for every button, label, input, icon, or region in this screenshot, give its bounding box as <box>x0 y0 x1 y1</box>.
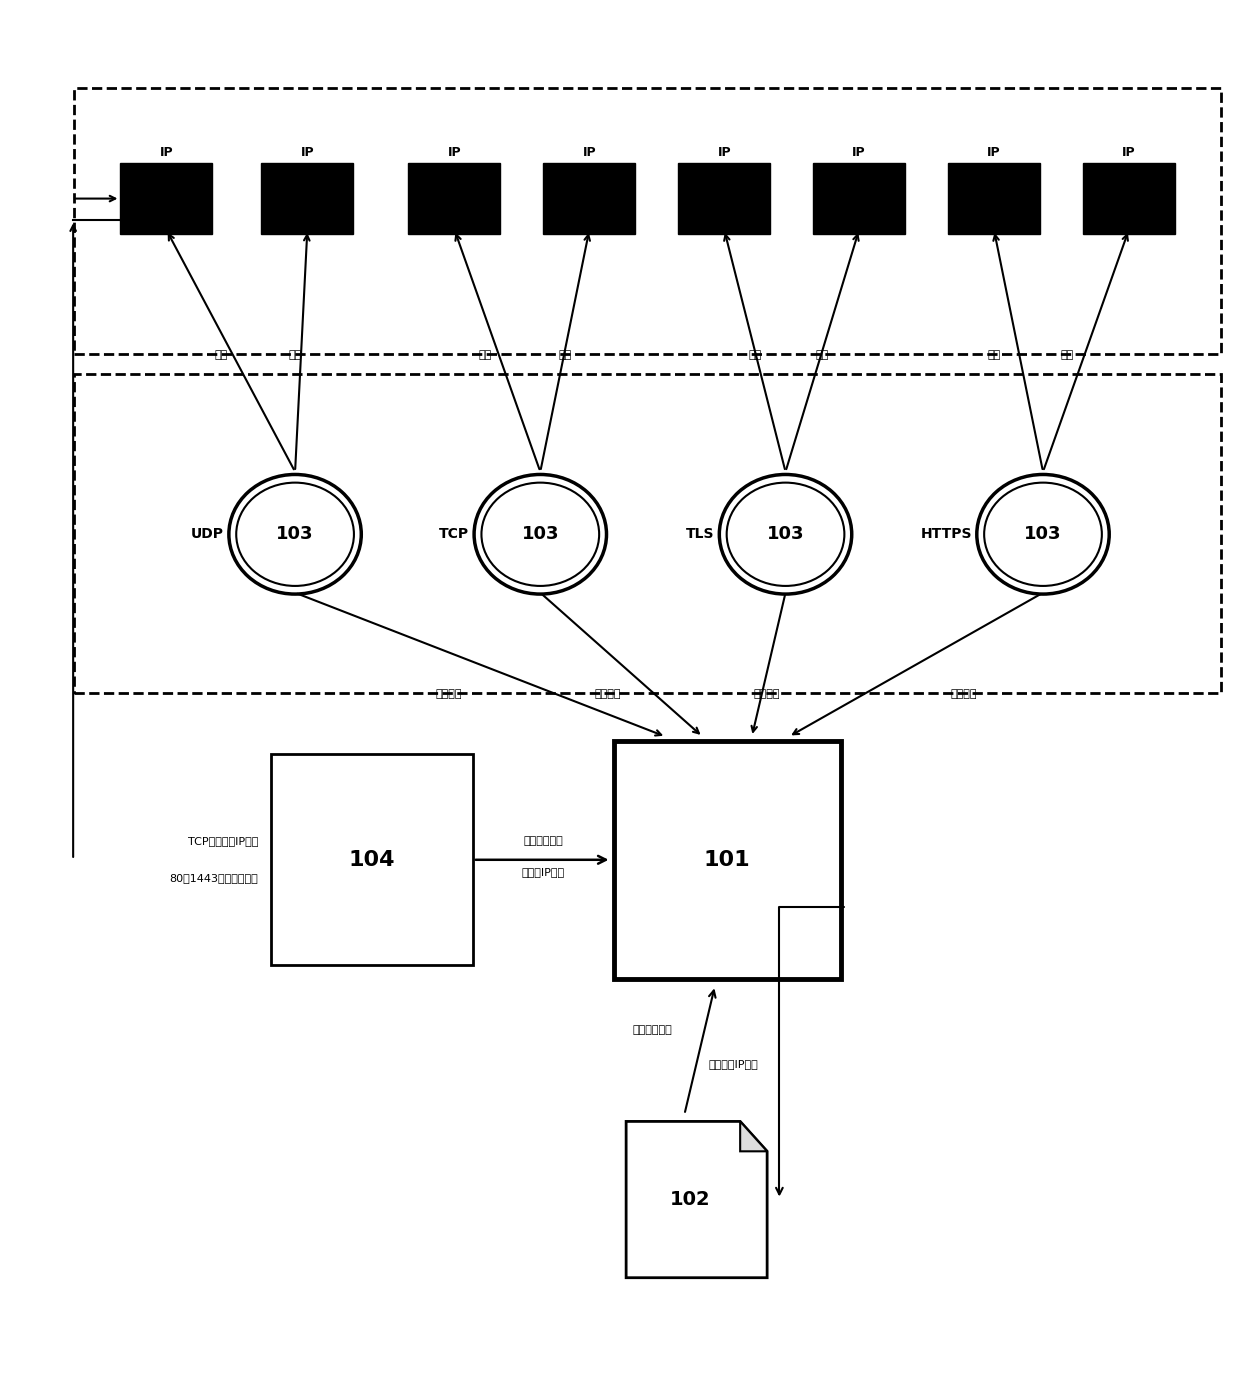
Text: IP: IP <box>718 146 732 159</box>
Text: TCP: TCP <box>439 527 469 541</box>
FancyArrowPatch shape <box>169 235 294 470</box>
Ellipse shape <box>727 483 844 586</box>
Text: 103: 103 <box>277 526 314 544</box>
Bar <box>270 754 472 965</box>
FancyArrowPatch shape <box>295 235 310 470</box>
Ellipse shape <box>985 483 1102 586</box>
FancyArrowPatch shape <box>684 990 715 1112</box>
Text: 域名查询请求: 域名查询请求 <box>632 1024 672 1035</box>
Text: 101: 101 <box>704 850 750 869</box>
Bar <box>408 163 501 233</box>
Text: 通道: 通道 <box>987 350 1001 360</box>
Text: 的唯一IP地址: 的唯一IP地址 <box>522 866 565 876</box>
Text: 转发请求: 转发请求 <box>950 689 977 699</box>
Text: 通道: 通道 <box>479 350 492 360</box>
FancyArrowPatch shape <box>455 235 539 470</box>
FancyArrowPatch shape <box>298 593 661 736</box>
Text: 103: 103 <box>522 526 559 544</box>
Text: 104: 104 <box>348 850 396 869</box>
Text: 通道: 通道 <box>748 350 761 360</box>
FancyArrowPatch shape <box>541 235 590 470</box>
Bar <box>262 163 353 233</box>
Bar <box>949 163 1040 233</box>
Text: 转发请求: 转发请求 <box>594 689 621 699</box>
Text: 80和1443端口响应时间: 80和1443端口响应时间 <box>170 873 258 883</box>
Polygon shape <box>740 1122 768 1152</box>
Text: IP: IP <box>583 146 596 159</box>
Text: IP: IP <box>300 146 314 159</box>
Text: 转发请求: 转发请求 <box>754 689 780 699</box>
Text: IP: IP <box>160 146 174 159</box>
FancyArrowPatch shape <box>786 235 858 470</box>
Text: 103: 103 <box>1024 526 1061 544</box>
Text: 102: 102 <box>670 1190 711 1210</box>
Text: IP: IP <box>987 146 1001 159</box>
FancyArrowPatch shape <box>794 595 1040 735</box>
Text: 103: 103 <box>766 526 805 544</box>
Bar <box>1083 163 1174 233</box>
Text: 通道: 通道 <box>289 350 301 360</box>
Bar <box>543 163 635 233</box>
FancyArrowPatch shape <box>542 595 699 733</box>
Ellipse shape <box>237 483 353 586</box>
Bar <box>678 163 770 233</box>
FancyArrowPatch shape <box>751 596 785 732</box>
Text: HTTPS: HTTPS <box>920 527 972 541</box>
Text: TCP检测每个IP地址: TCP检测每个IP地址 <box>188 836 258 846</box>
FancyArrowPatch shape <box>71 225 76 857</box>
Text: 响应时间最短: 响应时间最短 <box>523 836 563 846</box>
Ellipse shape <box>481 483 599 586</box>
Bar <box>813 163 905 233</box>
FancyArrowPatch shape <box>1044 235 1128 470</box>
FancyArrowPatch shape <box>476 855 606 864</box>
Bar <box>614 741 841 979</box>
Text: IP: IP <box>448 146 461 159</box>
Text: 通道: 通道 <box>1061 350 1074 360</box>
Text: 域名对应IP地址: 域名对应IP地址 <box>709 1059 759 1068</box>
Bar <box>74 373 1221 693</box>
FancyArrowPatch shape <box>993 235 1043 470</box>
Text: 通道: 通道 <box>816 350 828 360</box>
FancyArrowPatch shape <box>724 235 785 470</box>
Text: 通道: 通道 <box>558 350 572 360</box>
Bar <box>74 88 1221 353</box>
Bar <box>120 163 212 233</box>
Text: 通道: 通道 <box>215 350 228 360</box>
Text: IP: IP <box>1122 146 1136 159</box>
Text: IP: IP <box>852 146 866 159</box>
Polygon shape <box>626 1122 768 1278</box>
Text: 转发请求: 转发请求 <box>435 689 461 699</box>
Text: TLS: TLS <box>686 527 714 541</box>
Text: UDP: UDP <box>191 527 224 541</box>
